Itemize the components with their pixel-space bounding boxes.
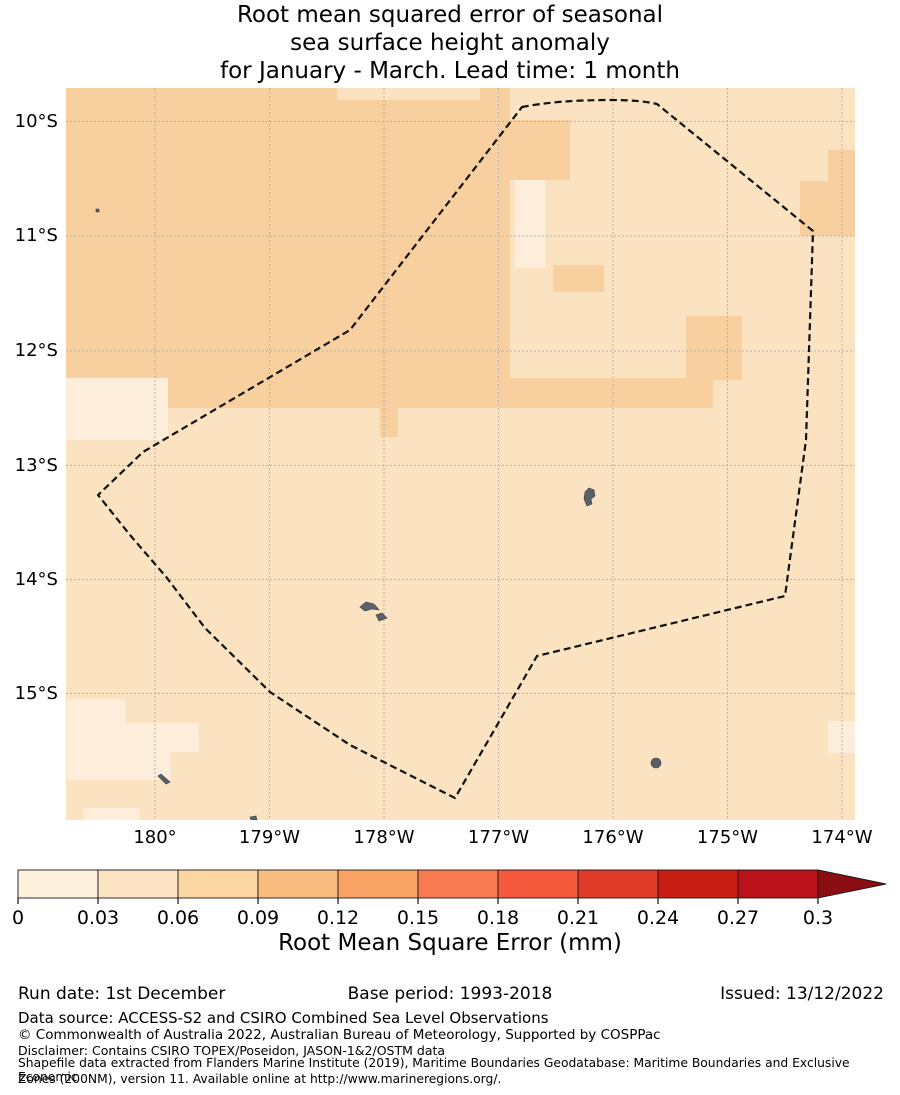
- colorbar-tick-label: 0.03: [77, 907, 119, 929]
- colorbar-tick-label: 0.15: [397, 907, 439, 929]
- colorbar-tick-label: 0.18: [477, 907, 519, 929]
- lon-tick-label: 179°W: [238, 827, 301, 848]
- eez-boundary-line: [96, 98, 815, 800]
- colorbar-tick-label: 0.24: [637, 907, 679, 929]
- colorbar-tick-label: 0.12: [317, 907, 359, 929]
- shapefile-text-1: Shapefile data extracted from Flanders M…: [18, 1056, 850, 1084]
- lon-tick-label: 177°W: [467, 827, 530, 848]
- issued-text: Issued: 13/12/2022: [720, 984, 884, 1004]
- map-canvas: [66, 88, 855, 820]
- title-line-2: sea surface height anomaly: [290, 30, 610, 56]
- lon-tick-label: 180°: [133, 827, 177, 848]
- lat-tick-label: 12°S: [14, 340, 58, 361]
- lat-tick-label: 13°S: [14, 454, 58, 476]
- rmse-field-cells: [66, 88, 855, 820]
- run-date-text: Run date: 1st December: [18, 984, 226, 1004]
- gridlines: [66, 88, 855, 820]
- colorbar-tick-label: 0.09: [237, 907, 279, 929]
- lat-tick-label: 14°S: [14, 568, 58, 590]
- data-source-text: Data source: ACCESS-S2 and CSIRO Combine…: [18, 1009, 549, 1027]
- lat-tick-label: 15°S: [14, 682, 58, 704]
- title-line-3: for January - March. Lead time: 1 month: [220, 58, 680, 84]
- colorbar-extend-arrow: [817, 869, 887, 899]
- map-panel: [66, 88, 855, 820]
- lon-tick-label: 176°W: [582, 827, 644, 848]
- islands: [95, 208, 662, 820]
- colorbar-tick-label: 0.27: [717, 907, 759, 929]
- disclaimer-text: Disclaimer: Contains CSIRO TOPEX/Poseido…: [18, 1043, 446, 1058]
- lat-tick-label: 11°S: [14, 225, 58, 246]
- shapefile-text-2: Zones (200NM), version 11. Available onl…: [18, 1072, 502, 1086]
- lat-tick-label: 10°S: [14, 110, 58, 132]
- lon-tick-label: 175°W: [696, 827, 759, 848]
- base-period-text: Base period: 1993-2018: [347, 984, 553, 1004]
- colorbar-tick-label: 0: [12, 907, 24, 929]
- lon-tick-label: 178°W: [353, 827, 415, 848]
- colorbar-tick-label: 0.3: [803, 907, 833, 929]
- colorbar-axis-label: Root Mean Square Error (mm): [278, 930, 622, 956]
- lon-tick-label: 174°W: [811, 827, 873, 848]
- figure-title: Root mean squared error of seasonal sea …: [0, 1, 900, 85]
- title-line-1: Root mean squared error of seasonal: [236, 2, 664, 28]
- colorbar-tick-label: 0.06: [157, 907, 199, 929]
- copyright-text: © Commonwealth of Australia 2022, Austra…: [18, 1027, 661, 1043]
- colorbar-tick-label: 0.21: [557, 907, 599, 929]
